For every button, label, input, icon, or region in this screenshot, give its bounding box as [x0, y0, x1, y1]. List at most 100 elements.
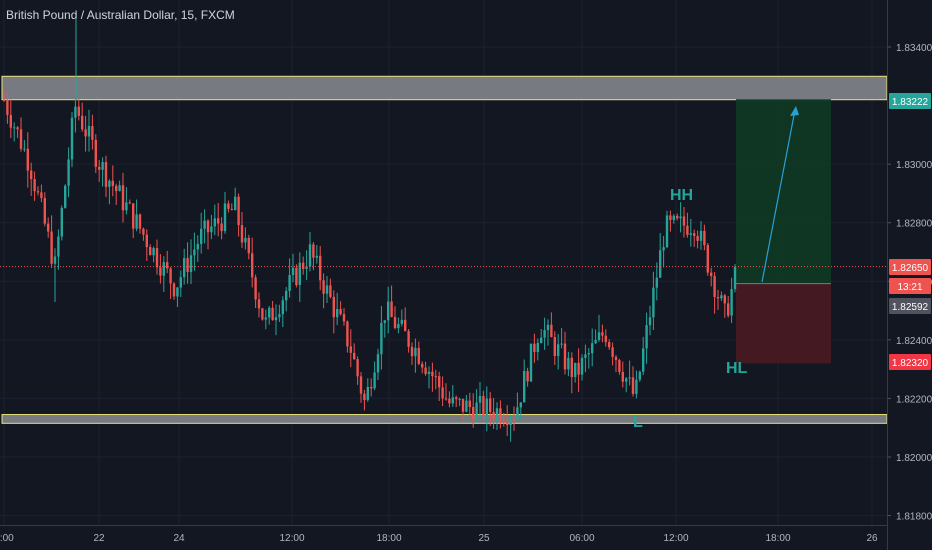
- candle-body[interactable]: [94, 139, 97, 167]
- candle-body[interactable]: [135, 214, 138, 229]
- candle-body[interactable]: [244, 237, 247, 243]
- candle-body[interactable]: [217, 218, 220, 224]
- candle-body[interactable]: [98, 166, 101, 170]
- candle-body[interactable]: [591, 343, 594, 354]
- candle-body[interactable]: [366, 386, 369, 401]
- candle-body[interactable]: [499, 408, 502, 422]
- candle-body[interactable]: [50, 231, 53, 264]
- candle-body[interactable]: [536, 342, 539, 353]
- candle-body[interactable]: [237, 196, 240, 226]
- candle-body[interactable]: [665, 215, 669, 248]
- candle-body[interactable]: [91, 126, 94, 140]
- candle-body[interactable]: [696, 235, 699, 241]
- candle-body[interactable]: [519, 402, 522, 408]
- candle-body[interactable]: [682, 216, 686, 226]
- candle-body[interactable]: [220, 223, 223, 232]
- candle-body[interactable]: [414, 347, 417, 357]
- candle-body[interactable]: [638, 371, 641, 380]
- candle-body[interactable]: [489, 398, 492, 412]
- candle-body[interactable]: [427, 371, 431, 375]
- candle-body[interactable]: [81, 115, 84, 130]
- candle-body[interactable]: [240, 225, 244, 243]
- candle-body[interactable]: [611, 347, 614, 357]
- candle-body[interactable]: [47, 223, 50, 232]
- candle-body[interactable]: [455, 397, 458, 400]
- candle-body[interactable]: [642, 348, 645, 372]
- candle-body[interactable]: [699, 230, 703, 241]
- candle-body[interactable]: [648, 317, 652, 326]
- candle-body[interactable]: [155, 248, 159, 268]
- candle-body[interactable]: [383, 320, 386, 323]
- candle-body[interactable]: [703, 230, 706, 246]
- candle-body[interactable]: [101, 162, 104, 170]
- candle-body[interactable]: [33, 179, 36, 192]
- candle-body[interactable]: [509, 419, 512, 426]
- candle-body[interactable]: [145, 234, 148, 248]
- candle-body[interactable]: [594, 339, 597, 344]
- candle-body[interactable]: [669, 215, 672, 220]
- candle-body[interactable]: [645, 325, 648, 349]
- candle-body[interactable]: [2, 99, 6, 101]
- candle-body[interactable]: [115, 185, 118, 192]
- candle-body[interactable]: [84, 129, 87, 137]
- candle-body[interactable]: [400, 319, 403, 324]
- candle-body[interactable]: [716, 297, 720, 299]
- candle-body[interactable]: [186, 258, 189, 273]
- candle-body[interactable]: [138, 214, 142, 229]
- candle-body[interactable]: [720, 295, 723, 299]
- candle-body[interactable]: [584, 354, 587, 358]
- candle-body[interactable]: [325, 285, 329, 294]
- candle-body[interactable]: [461, 398, 465, 412]
- candle-body[interactable]: [108, 180, 111, 187]
- candle-body[interactable]: [628, 377, 631, 379]
- candle-body[interactable]: [67, 159, 70, 186]
- candle-body[interactable]: [727, 303, 730, 316]
- candle-body[interactable]: [431, 371, 434, 377]
- candle-body[interactable]: [87, 126, 91, 137]
- candle-body[interactable]: [652, 287, 655, 318]
- candle-body[interactable]: [189, 255, 193, 273]
- candle-body[interactable]: [295, 267, 298, 286]
- candle-body[interactable]: [353, 352, 356, 360]
- candle-body[interactable]: [6, 99, 9, 115]
- candle-body[interactable]: [635, 379, 638, 394]
- candle-body[interactable]: [285, 290, 288, 301]
- candle-body[interactable]: [512, 419, 516, 421]
- candle-body[interactable]: [713, 276, 716, 298]
- candle-body[interactable]: [482, 396, 485, 416]
- candle-body[interactable]: [9, 114, 12, 128]
- candle-body[interactable]: [322, 280, 325, 294]
- candle-body[interactable]: [298, 262, 301, 286]
- candle-body[interactable]: [441, 387, 444, 399]
- candle-body[interactable]: [557, 344, 560, 357]
- candle-body[interactable]: [149, 247, 152, 256]
- candle-body[interactable]: [308, 244, 312, 267]
- candle-body[interactable]: [203, 220, 206, 229]
- candle-body[interactable]: [159, 267, 162, 276]
- candle-body[interactable]: [339, 309, 342, 315]
- candle-body[interactable]: [492, 411, 495, 419]
- candle-body[interactable]: [336, 309, 339, 318]
- candle-body[interactable]: [686, 225, 689, 235]
- candle-body[interactable]: [417, 347, 420, 364]
- candle-body[interactable]: [179, 277, 182, 288]
- candle-body[interactable]: [40, 192, 43, 199]
- candle-body[interactable]: [332, 296, 335, 318]
- candle-body[interactable]: [410, 346, 414, 357]
- candle-body[interactable]: [193, 249, 196, 256]
- candle-body[interactable]: [196, 243, 199, 250]
- candle-body[interactable]: [125, 202, 128, 211]
- candle-body[interactable]: [390, 301, 393, 318]
- candle-body[interactable]: [393, 317, 397, 329]
- candle-body[interactable]: [23, 148, 26, 150]
- candle-body[interactable]: [733, 267, 737, 290]
- candle-body[interactable]: [407, 331, 410, 347]
- candle-body[interactable]: [655, 277, 658, 288]
- candle-body[interactable]: [424, 367, 427, 375]
- candle-body[interactable]: [247, 237, 250, 254]
- candle-body[interactable]: [268, 307, 271, 318]
- candle-body[interactable]: [19, 129, 23, 149]
- candle-body[interactable]: [458, 398, 461, 400]
- candle-body[interactable]: [580, 357, 584, 375]
- candle-body[interactable]: [475, 402, 478, 421]
